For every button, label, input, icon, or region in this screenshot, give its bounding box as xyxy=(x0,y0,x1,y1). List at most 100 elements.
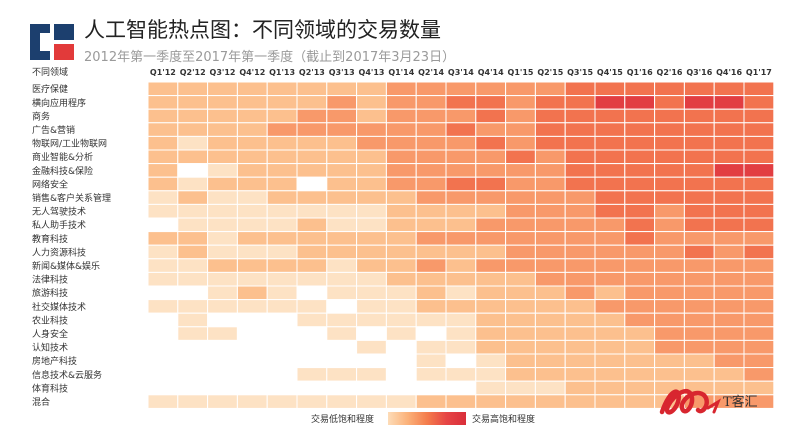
x-tick-label: Q1'12 xyxy=(150,68,176,77)
watermark-text: T客汇 xyxy=(723,394,758,410)
heatmap-cell xyxy=(713,312,745,328)
y-tick-label: 社交媒体技术 xyxy=(32,301,86,313)
heatmap-cell xyxy=(147,95,179,110)
heatmap-cell xyxy=(147,122,179,137)
heatmap-cell xyxy=(236,285,268,301)
heatmap-cell xyxy=(624,108,656,124)
heatmap-cell xyxy=(534,108,566,124)
heatmap-cell xyxy=(624,339,656,355)
heatmap-cell xyxy=(594,122,626,137)
heatmap-cell xyxy=(683,176,715,192)
heatmap-cell xyxy=(564,231,596,246)
x-tick-label: Q3'12 xyxy=(210,68,236,77)
heatmap-cell xyxy=(445,190,477,205)
heatmap-cell xyxy=(415,203,447,219)
heatmap-cell xyxy=(683,135,715,151)
heatmap-cell xyxy=(296,217,328,233)
heatmap-cell xyxy=(445,299,477,314)
heatmap-cell xyxy=(177,135,209,151)
heatmap-cell xyxy=(445,367,477,382)
heatmap-cell xyxy=(415,95,447,110)
heatmap-cell xyxy=(564,380,596,396)
heatmap-cell xyxy=(415,190,447,205)
heatmap-cell xyxy=(266,176,298,192)
heatmap-cell xyxy=(177,312,209,328)
heatmap-cell xyxy=(743,244,775,260)
heatmap-cell xyxy=(654,135,685,151)
corner-label: 不同领域 xyxy=(32,66,68,78)
heatmap-cell xyxy=(147,244,179,260)
heatmap-cell xyxy=(743,135,775,151)
heatmap-cell xyxy=(743,149,775,165)
heatmap-cell xyxy=(385,190,417,205)
heatmap-cell xyxy=(564,326,596,341)
heatmap-cell xyxy=(534,163,566,178)
x-tick-label: Q1'14 xyxy=(388,68,414,77)
heatmap-cell xyxy=(147,380,179,396)
brand-logo-icon xyxy=(30,24,74,60)
y-tick-label: 商业智能&分析 xyxy=(32,151,93,163)
heatmap-cell xyxy=(147,326,179,341)
heatmap-cell xyxy=(534,203,566,219)
heatmap-cell xyxy=(505,190,536,205)
heatmap-cell xyxy=(147,149,179,165)
heatmap-cell xyxy=(207,285,238,301)
heatmap-cell xyxy=(505,258,536,273)
heatmap-cell xyxy=(415,353,447,369)
heatmap-cell xyxy=(356,122,387,137)
heatmap-cell xyxy=(683,285,715,301)
heatmap-cell xyxy=(505,203,536,219)
heatmap-cell xyxy=(356,299,387,314)
heatmap-cell xyxy=(594,217,626,233)
heatmap-cell xyxy=(356,217,387,233)
heatmap-cell xyxy=(445,312,477,328)
heatmap-cell xyxy=(475,339,507,355)
heatmap-cell xyxy=(534,380,566,396)
heatmap-cell xyxy=(415,394,447,409)
y-tick-label: 商务 xyxy=(32,110,50,122)
heatmap-cell xyxy=(207,135,238,151)
heatmap-cell xyxy=(683,244,715,260)
heatmap-cell xyxy=(236,108,268,124)
heatmap-cell xyxy=(356,244,387,260)
heatmap-cell xyxy=(266,190,298,205)
heatmap-cell xyxy=(236,339,268,355)
heatmap-cell xyxy=(236,312,268,328)
heatmap-cell xyxy=(683,271,715,287)
heatmap-cell xyxy=(356,108,387,124)
heatmap-cell xyxy=(326,190,358,205)
heatmap-cell xyxy=(743,122,775,137)
y-tick-label: 销售&客户关系管理 xyxy=(32,192,111,204)
heatmap-cell xyxy=(594,312,626,328)
heatmap-cell xyxy=(415,312,447,328)
heatmap-cell xyxy=(236,81,268,97)
heatmap-cell xyxy=(683,231,715,246)
heatmap-cell xyxy=(445,244,477,260)
heatmap-cell xyxy=(594,203,626,219)
heatmap-cell xyxy=(236,244,268,260)
heatmap-cell xyxy=(385,339,417,355)
watermark-logo: T客汇 xyxy=(656,378,774,422)
heatmap-cell xyxy=(713,203,745,219)
heatmap-cell xyxy=(624,217,656,233)
heatmap-cell xyxy=(534,122,566,137)
heatmap-cell xyxy=(385,285,417,301)
heatmap-cell xyxy=(266,326,298,341)
heatmap-cell xyxy=(207,312,238,328)
heatmap-cell xyxy=(713,231,745,246)
heatmap-cell xyxy=(147,367,179,382)
heatmap-cell xyxy=(505,326,536,341)
heatmap-cell xyxy=(415,135,447,151)
heatmap-cell xyxy=(505,353,536,369)
heatmap-cell xyxy=(654,149,685,165)
heatmap-cell xyxy=(683,299,715,314)
heatmap-cell xyxy=(356,353,387,369)
y-tick-label: 认知技术 xyxy=(32,342,68,354)
heatmap-cell xyxy=(713,108,745,124)
heatmap-cell xyxy=(475,81,507,97)
heatmap-cell xyxy=(177,367,209,382)
heatmap-cell xyxy=(534,394,566,409)
y-tick-label: 法律科技 xyxy=(32,274,68,286)
heatmap-cell xyxy=(475,176,507,192)
heatmap-cell xyxy=(624,190,656,205)
